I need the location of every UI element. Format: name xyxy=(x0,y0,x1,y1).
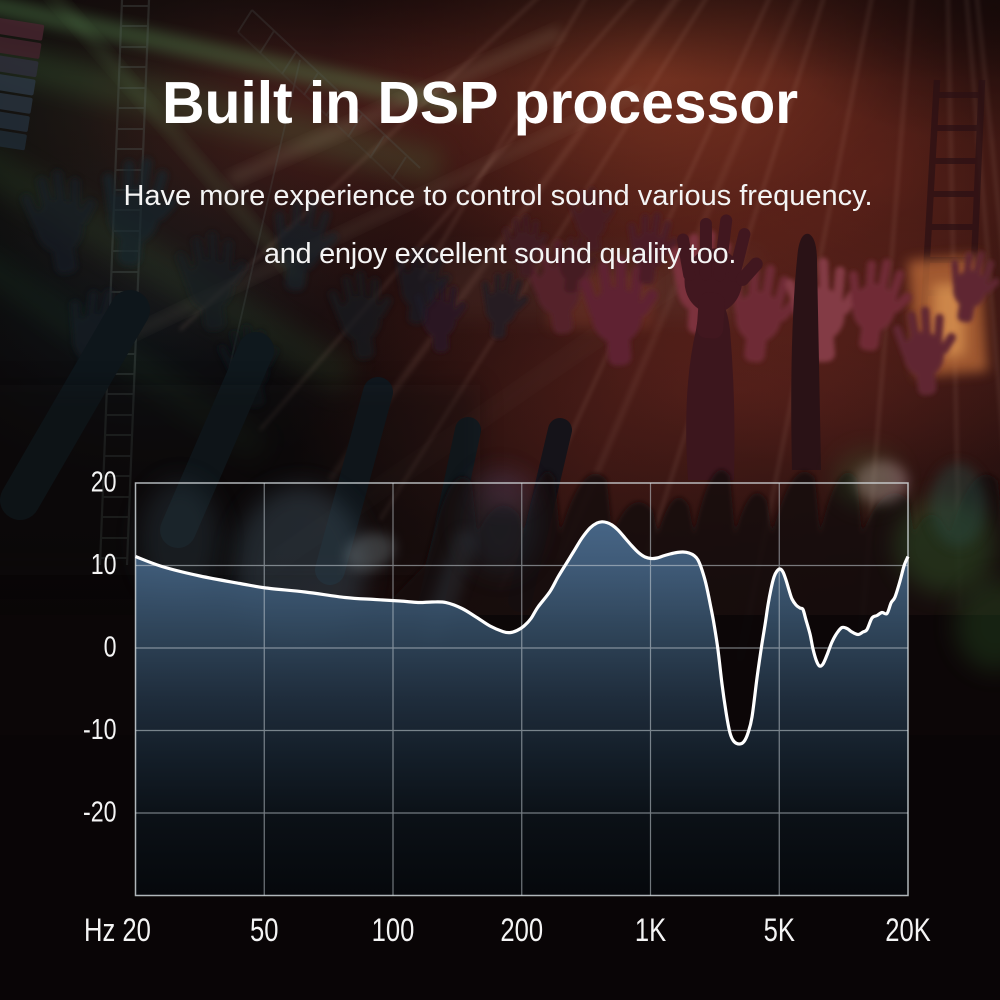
svg-text:-20: -20 xyxy=(83,795,117,828)
svg-text:-10: -10 xyxy=(83,712,117,745)
svg-text:200: 200 xyxy=(500,913,543,948)
svg-text:1K: 1K xyxy=(635,913,666,948)
svg-text:0: 0 xyxy=(104,630,117,663)
svg-text:20: 20 xyxy=(91,465,117,498)
svg-text:100: 100 xyxy=(372,913,415,948)
svg-text:Hz 20: Hz 20 xyxy=(84,913,151,948)
svg-text:5K: 5K xyxy=(764,913,795,948)
svg-text:50: 50 xyxy=(250,913,278,948)
svg-text:20K: 20K xyxy=(885,913,931,948)
svg-text:10: 10 xyxy=(91,547,117,580)
